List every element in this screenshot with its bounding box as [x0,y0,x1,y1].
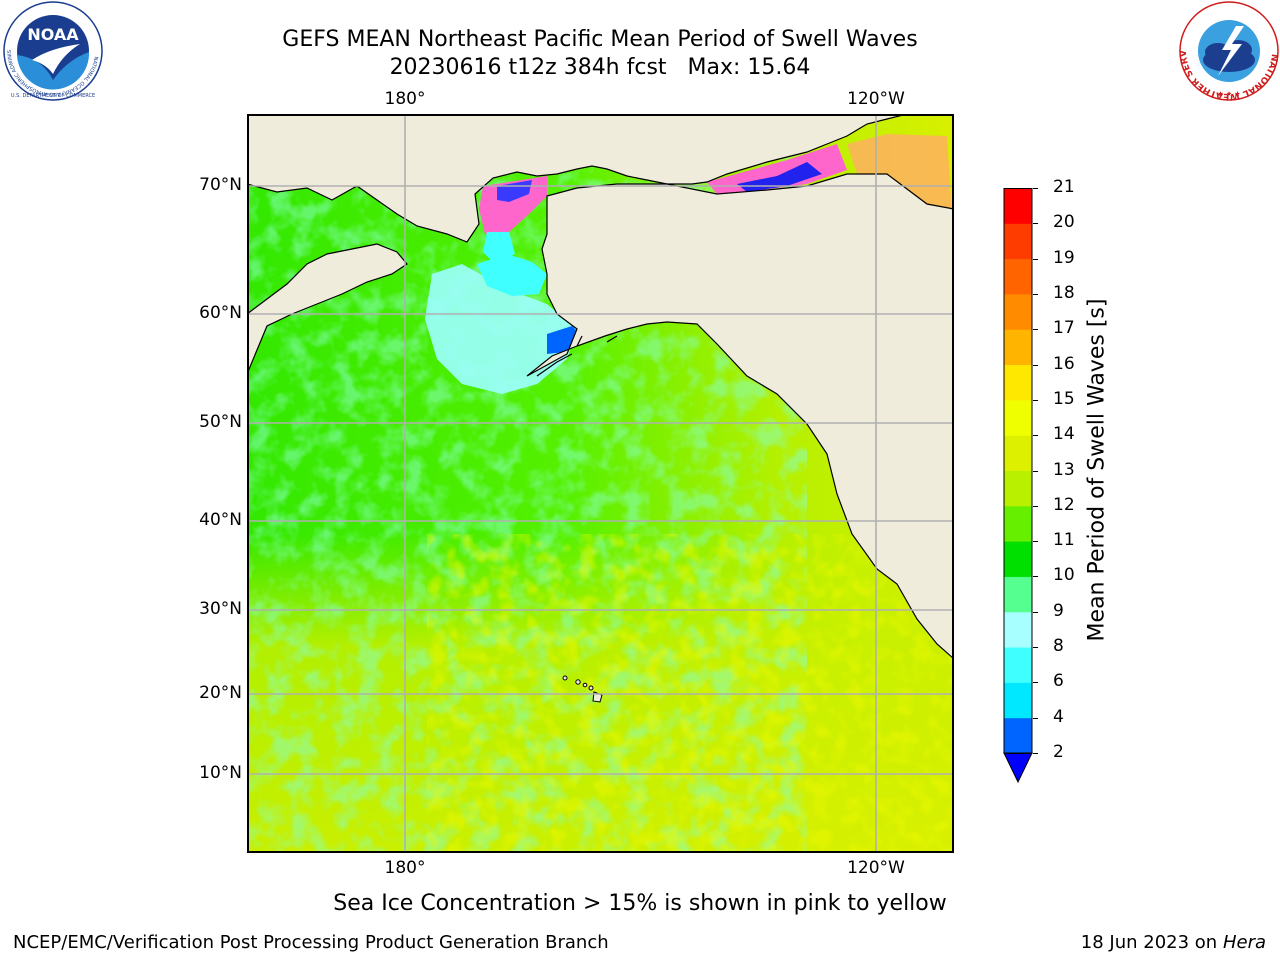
colorbar-segment [1004,435,1032,471]
colorbar-tick [1033,717,1038,719]
colorbar-tick-label: 21 [1053,177,1075,197]
noaa-logo: NATIONAL OCEANIC AND ATMOSPHERIC ADMINIS… [2,0,103,101]
map-title: GEFS MEAN Northeast Pacific Mean Period … [282,27,918,52]
land-siberia [247,114,908,243]
colorbar-label: Mean Period of Swell Waves [s] [1084,298,1110,642]
colorbar-segment [1004,293,1032,330]
colorbar-tick [1033,435,1038,437]
colorbar-under-arrow [1003,752,1033,783]
noaa-logo-text: NOAA [27,25,79,44]
colorbar-tick-label: 2 [1053,742,1064,762]
colorbar-tick [1033,258,1038,260]
colorbar-tick [1033,576,1038,578]
footer-machine: Hera [1222,932,1266,953]
colorbar-segment [1004,329,1032,366]
colorbar-tick-label: 15 [1053,388,1075,409]
colorbar-tick-label: 8 [1053,636,1064,657]
swell-period-map [247,114,954,853]
footer-date-text: 18 Jun 2023 on [1080,932,1218,953]
colorbar-tick-label: 14 [1053,424,1075,445]
bering-low-period-region [425,264,577,394]
colorbar-tick [1033,293,1038,295]
graticule [247,114,954,853]
lon-label-top-120w: 120°W [847,89,905,109]
lat-label-40n: 40°N [199,510,242,530]
colorbar-segment [1004,470,1032,507]
map-subtitle: 20230616 t12z 384h fcst Max: 15.64 [0,55,1200,81]
lat-label-30n: 30°N [199,599,242,619]
colorbar-tick [1033,611,1038,613]
svg-text:★ ★ ★: ★ ★ ★ [1217,90,1240,98]
colorbar-tick-label: 9 [1053,600,1064,621]
colorbar-tick [1033,647,1038,649]
colorbar-tick-label: 4 [1053,706,1064,727]
colorbar-tick-label: 19 [1053,247,1075,268]
noaa-bottom-text: U.S. DEPARTMENT OF COMMERCE [11,93,95,99]
colorbar-segment [1004,188,1032,224]
lat-label-50n: 50°N [199,412,242,432]
sea-ice-note: Sea Ice Concentration > 15% is shown in … [333,891,947,916]
colorbar-tick [1033,364,1038,366]
colorbar-tick [1033,223,1038,225]
footer-date: 18 Jun 2023 on Hera [1081,932,1266,953]
colorbar-segment [1004,541,1032,577]
colorbar-border [1003,188,1033,754]
colorbar-segment [1004,717,1032,754]
lat-label-20n: 20°N [199,683,242,703]
lat-label-10n: 10°N [199,763,242,783]
max-value: Max: 15.64 [687,55,811,80]
colorbar-tick [1033,541,1038,543]
lon-label-bottom-120w: 120°W [847,858,905,878]
colorbar-tick-label: 17 [1053,318,1075,339]
colorbar-tick-label: 20 [1053,212,1075,233]
colorbar-segment [1004,611,1032,648]
colorbar-tick-label: 12 [1053,494,1075,515]
colorbar-segment [1004,505,1032,542]
colorbar-tick [1033,188,1038,189]
colorbar-tick [1033,505,1038,507]
colorbar-tick-label: 13 [1053,459,1075,480]
colorbar-tick-label: 11 [1053,530,1075,551]
colorbar [1003,188,1033,783]
colorbar-segment [1004,399,1032,436]
colorbar-segment [1004,364,1032,401]
colorbar-segment [1004,223,1032,260]
footer-credit: NCEP/EMC/Verification Post Processing Pr… [13,932,609,953]
colorbar-segment [1004,682,1032,719]
lat-label-60n: 60°N [199,303,242,323]
colorbar-segment [1004,258,1032,295]
colorbar-tick-label: 6 [1053,671,1064,692]
colorbar-segment [1004,647,1032,683]
colorbar-tick [1033,399,1038,401]
colorbar-tick [1033,470,1038,472]
colorbar-tick [1033,329,1038,331]
lon-label-bottom-180: 180° [384,858,426,878]
colorbar-tick-label: 16 [1053,353,1075,374]
lat-label-70n: 70°N [199,175,242,195]
colorbar-tick-label: 18 [1053,282,1075,303]
colorbar-segment [1004,576,1032,613]
colorbar-tick [1033,682,1038,684]
nws-logo: NATIONAL WEATHER SERVICE ★ ★ ★ [1178,0,1279,101]
colorbar-tick [1033,753,1038,754]
land-north-america [526,173,954,660]
colorbar-tick-label: 10 [1053,565,1075,586]
lon-label-top-180: 180° [384,89,426,109]
hawaii-islands [562,675,603,703]
forecast-date: 20230616 t12z 384h fcst [389,55,667,80]
